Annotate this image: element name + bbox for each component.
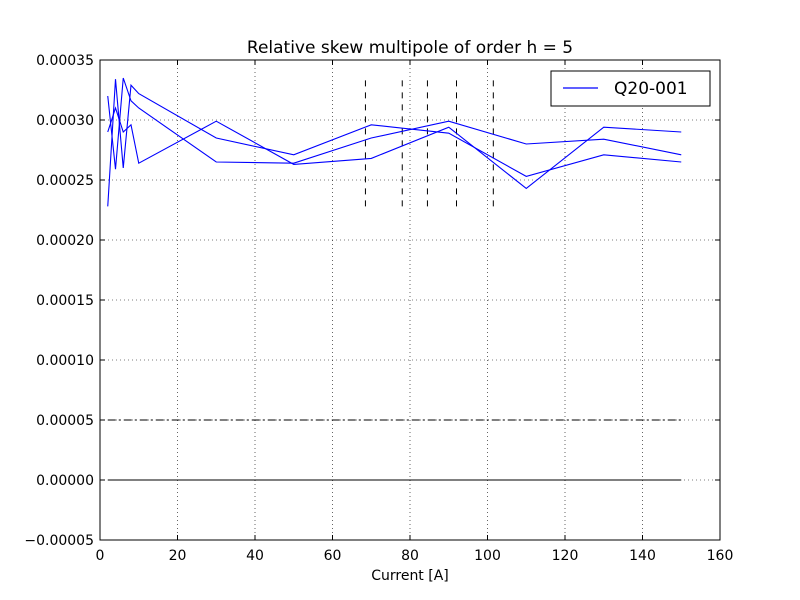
x-tick-label: 0 [96, 548, 105, 564]
x-tick-label: 40 [246, 548, 264, 564]
vertical-markers [364, 80, 494, 207]
y-tick-label: −0.00005 [24, 533, 94, 549]
ticks: 0 20 40 60 80 100 120 140 160 −0.00005 0.00000 0.00… [24, 53, 733, 564]
y-tick-label: 0.00000 [36, 473, 94, 489]
y-tick-label: 0.00005 [36, 413, 94, 429]
legend: Q20-001 [550, 70, 711, 107]
x-tick-label: 160 [707, 548, 734, 564]
x-tick-label: 60 [324, 548, 342, 564]
x-tick-label: 120 [552, 548, 579, 564]
x-axis-label: Current [A] [371, 568, 449, 584]
series-line [107, 77, 682, 170]
series-lines [107, 77, 682, 207]
chart-title: Relative skew multipole of order h = 5 [247, 38, 573, 58]
series-line [107, 106, 682, 190]
series-line [107, 79, 682, 207]
y-tick-label: 0.00025 [36, 173, 94, 189]
legend-label: Q20-001 [614, 79, 688, 99]
y-tick-label: 0.00020 [36, 233, 94, 249]
y-tick-label: 0.00030 [36, 113, 94, 129]
y-tick-label: 0.00035 [36, 53, 94, 69]
x-tick-label: 100 [474, 548, 501, 564]
reference-lines [107, 419, 682, 481]
x-tick-label: 20 [169, 548, 187, 564]
x-tick-label: 80 [401, 548, 419, 564]
y-tick-label: 0.00010 [36, 353, 94, 369]
x-tick-label: 140 [629, 548, 656, 564]
grid [99, 59, 721, 541]
y-tick-label: 0.00015 [36, 293, 94, 309]
